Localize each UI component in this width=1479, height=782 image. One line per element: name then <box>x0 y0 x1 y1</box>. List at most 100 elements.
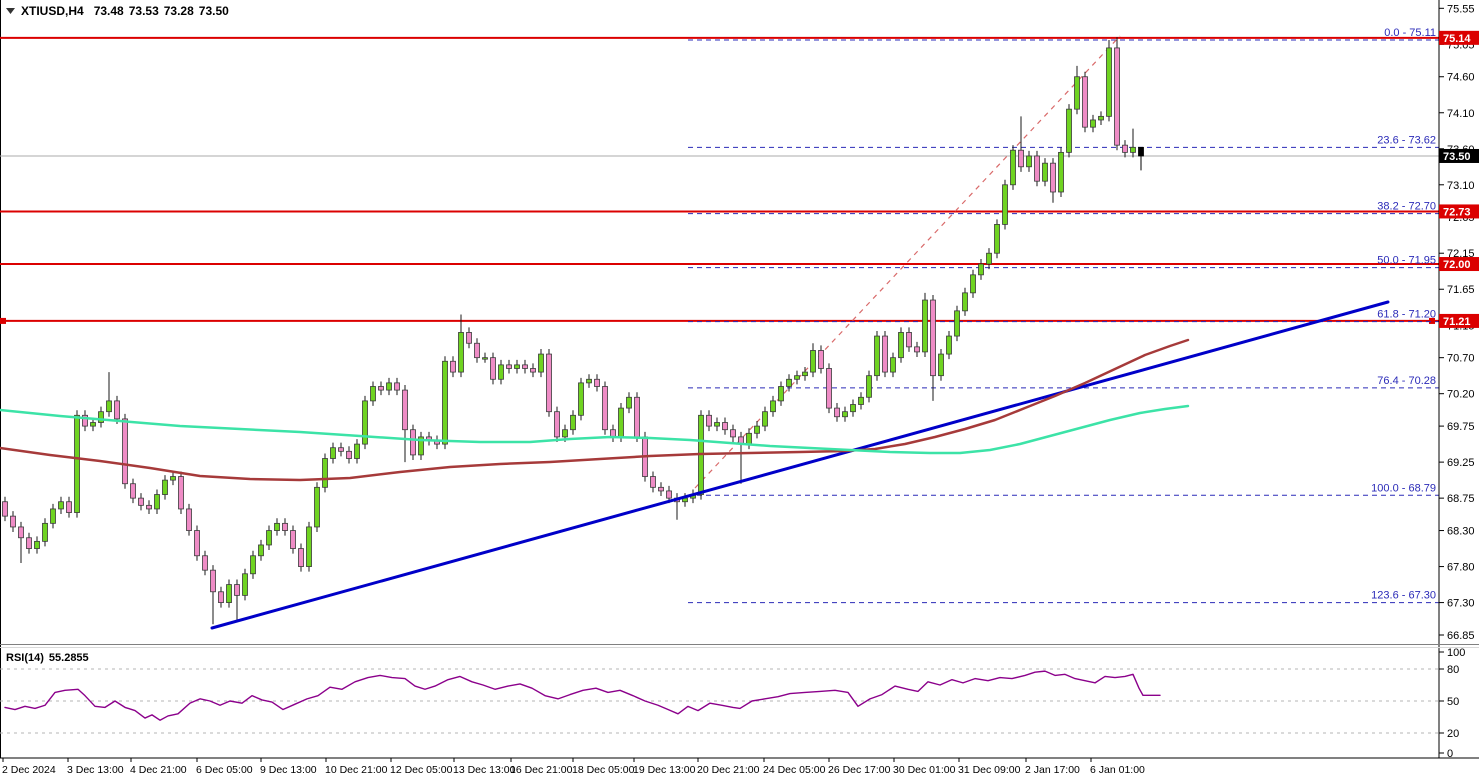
candle-body <box>378 386 384 391</box>
candle-body <box>938 353 944 377</box>
candle <box>602 381 608 435</box>
indicator-overlays-layer <box>0 300 1390 630</box>
candle-body <box>250 555 256 575</box>
candle <box>394 377 400 396</box>
candle-body <box>1114 47 1120 146</box>
candle <box>138 493 144 511</box>
candle-body <box>898 332 904 359</box>
candle <box>242 568 248 601</box>
candle <box>882 331 888 378</box>
candle <box>522 359 528 374</box>
candle-body <box>890 357 896 373</box>
candle-body <box>970 274 976 294</box>
price-axis-label: 74.60 <box>1447 72 1475 84</box>
rsi-indicator-label: RSI(14) 55.2855 <box>6 652 89 664</box>
candle <box>626 392 632 414</box>
candle-body <box>178 476 184 510</box>
candle <box>42 518 48 547</box>
current-price-tag: 73.50 <box>1439 148 1479 163</box>
candle-body <box>778 386 784 402</box>
price-axis-label: 74.10 <box>1447 108 1475 120</box>
candle-body <box>522 364 528 369</box>
time-axis-label: 31 Dec 09:00 <box>958 764 1021 776</box>
candle <box>362 395 368 450</box>
candle-body <box>722 422 728 431</box>
candle-body <box>394 382 400 391</box>
time-axis-label: 24 Dec 05:00 <box>763 764 826 776</box>
candle-body <box>962 292 968 312</box>
candle-body <box>242 573 248 596</box>
time-axis[interactable]: 2 Dec 2024 3 Dec 13:00 4 Dec 21:00 6 Dec 05… <box>0 757 1479 776</box>
rsi-value: 55.2855 <box>49 652 89 664</box>
candle-body <box>26 537 32 549</box>
candle-body <box>754 425 760 434</box>
quote-close: 73.50 <box>199 4 229 18</box>
price-axis-label: 69.25 <box>1447 457 1475 469</box>
price-tag-text: 72.73 <box>1443 206 1471 218</box>
symbol-dropdown-icon[interactable] <box>6 8 15 14</box>
candle-body <box>34 540 40 549</box>
price-tag-bg <box>1439 148 1479 163</box>
candle-body <box>858 396 864 405</box>
candle <box>202 550 208 576</box>
price-axis-label: 68.30 <box>1447 526 1475 538</box>
candle <box>770 395 776 417</box>
candle <box>50 503 56 529</box>
candle-body <box>314 486 320 528</box>
candle <box>82 410 88 432</box>
time-axis-label: 4 Dec 21:00 <box>130 764 187 776</box>
candle <box>810 343 816 378</box>
fib-diagonal-line <box>694 35 1121 489</box>
candle <box>250 550 256 579</box>
candle <box>330 442 336 464</box>
candle <box>994 219 1000 259</box>
candle-body <box>978 263 984 276</box>
candle <box>570 410 576 435</box>
candle-body <box>554 411 560 438</box>
time-axis-label: 10 Dec 21:00 <box>325 764 388 776</box>
candle <box>658 482 664 496</box>
candle <box>506 359 512 374</box>
price-tag-bg <box>1439 257 1479 272</box>
candle <box>858 392 864 410</box>
candle <box>146 500 152 514</box>
candle <box>1066 104 1072 158</box>
candle <box>762 406 768 432</box>
price-axis[interactable]: 75.5575.0574.6074.1073.6073.1072.6572.15… <box>1438 0 1479 760</box>
candle <box>1058 147 1064 198</box>
candle <box>266 525 272 550</box>
candle-body <box>74 414 80 513</box>
candle-body <box>594 378 600 387</box>
time-axis-label: 2 Jan 17:00 <box>1025 764 1080 776</box>
candle-body <box>402 389 408 431</box>
candle-body <box>826 368 832 409</box>
rsi-line <box>4 670 1161 721</box>
fib-level-label: 61.8 - 71.20 <box>1377 309 1436 321</box>
candle <box>218 586 224 608</box>
time-axis-label: 6 Dec 05:00 <box>196 764 253 776</box>
candle-body <box>746 432 752 445</box>
candle-body <box>306 526 312 567</box>
candle-body <box>922 299 928 353</box>
candle <box>1082 71 1088 133</box>
candle <box>786 374 792 392</box>
candle <box>474 338 480 363</box>
rsi-axis-label: 20 <box>1447 728 1459 740</box>
candle-body <box>1002 184 1008 225</box>
candle <box>730 424 736 442</box>
hline-price-tag: 75.14 <box>1439 30 1479 45</box>
candle <box>906 327 912 352</box>
candle-body <box>658 486 664 492</box>
candle <box>794 370 800 385</box>
candle <box>482 352 488 363</box>
candle-body <box>538 353 544 373</box>
candle <box>490 352 496 385</box>
candle <box>546 349 552 417</box>
candles-layer <box>2 37 1144 625</box>
candle <box>898 327 904 363</box>
candle-body <box>354 443 360 459</box>
price-tag-bg <box>1439 30 1479 45</box>
candle-body <box>482 357 488 360</box>
price-axis-label: 68.75 <box>1447 493 1475 505</box>
